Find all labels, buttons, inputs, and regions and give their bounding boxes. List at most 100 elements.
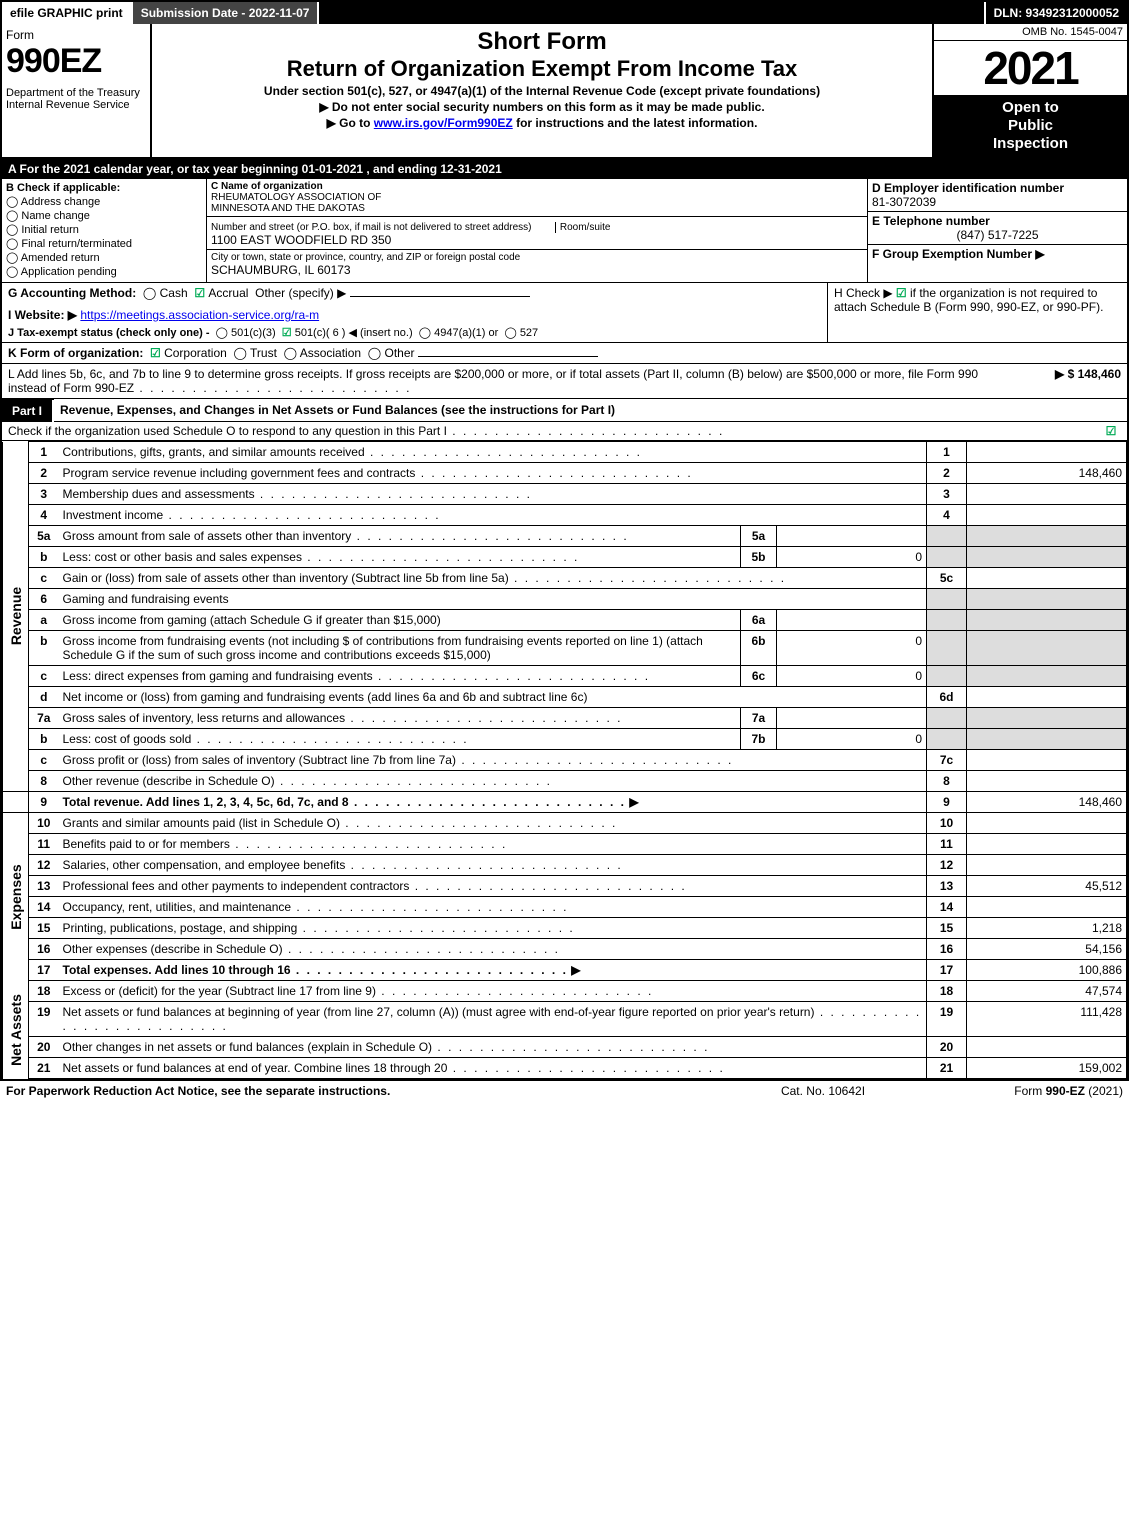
line-7c: c Gross profit or (loss) from sales of i… bbox=[3, 750, 1127, 771]
l21-amt: 159,002 bbox=[967, 1058, 1127, 1079]
line-18: Net Assets 18 Excess or (deficit) for th… bbox=[3, 981, 1127, 1002]
tax-year: 2021 bbox=[934, 41, 1127, 95]
box-b: B Check if applicable: Address change Na… bbox=[2, 179, 207, 282]
side-revenue: Revenue bbox=[3, 442, 29, 792]
j-527[interactable]: 527 bbox=[504, 327, 538, 339]
k-other[interactable]: Other bbox=[368, 346, 415, 360]
l1-amt bbox=[967, 442, 1127, 463]
l18-num: 18 bbox=[29, 981, 59, 1002]
k-trust[interactable]: Trust bbox=[233, 346, 276, 360]
l18-ln: 18 bbox=[927, 981, 967, 1002]
chk-application-pending[interactable]: Application pending bbox=[6, 265, 202, 278]
phone-row: E Telephone number (847) 517-7225 bbox=[868, 212, 1127, 245]
group-exemption-label: F Group Exemption Number ▶ bbox=[872, 247, 1045, 261]
org-name-2: MINNESOTA AND THE DAKOTAS bbox=[211, 203, 863, 214]
l15-ln: 15 bbox=[927, 918, 967, 939]
topbar-spacer bbox=[319, 2, 985, 24]
j-501c3[interactable]: 501(c)(3) bbox=[216, 327, 276, 339]
j-4947[interactable]: 4947(a)(1) or bbox=[419, 327, 499, 339]
header-center: Short Form Return of Organization Exempt… bbox=[152, 24, 932, 157]
l2-desc: Program service revenue including govern… bbox=[59, 463, 927, 484]
side-expenses: Expenses bbox=[3, 813, 29, 981]
chk-initial-return[interactable]: Initial return bbox=[6, 223, 202, 236]
l7c-num: c bbox=[29, 750, 59, 771]
l14-num: 14 bbox=[29, 897, 59, 918]
goto-link-line: ▶ Go to www.irs.gov/Form990EZ for instru… bbox=[158, 116, 926, 130]
submission-date: Submission Date - 2022-11-07 bbox=[133, 2, 320, 24]
street-value: 1100 EAST WOODFIELD RD 350 bbox=[211, 233, 863, 247]
line-13: 13 Professional fees and other payments … bbox=[3, 876, 1127, 897]
g-cash[interactable]: Cash bbox=[143, 286, 188, 300]
g-other-blank[interactable] bbox=[350, 296, 530, 297]
l17-ln: 17 bbox=[927, 960, 967, 981]
ein-row: D Employer identification number 81-3072… bbox=[868, 179, 1127, 212]
line-10: Expenses 10 Grants and similar amounts p… bbox=[3, 813, 1127, 834]
open-to-public: Open to Public Inspection bbox=[934, 95, 1127, 157]
part1-table: Revenue 1 Contributions, gifts, grants, … bbox=[2, 441, 1127, 1079]
chk-final-return[interactable]: Final return/terminated bbox=[6, 237, 202, 250]
l6c-ln bbox=[927, 666, 967, 687]
chk-amended-return[interactable]: Amended return bbox=[6, 251, 202, 264]
line-9: 9 Total revenue. Add lines 1, 2, 3, 4, 5… bbox=[3, 792, 1127, 813]
street-label: Number and street (or P.O. box, if mail … bbox=[211, 222, 532, 233]
l6c-num: c bbox=[29, 666, 59, 687]
l-text: L Add lines 5b, 6c, and 7b to line 9 to … bbox=[8, 367, 981, 395]
l12-num: 12 bbox=[29, 855, 59, 876]
k-corporation[interactable]: Corporation bbox=[150, 346, 227, 360]
department: Department of the Treasury Internal Reve… bbox=[6, 87, 146, 111]
l20-desc: Other changes in net assets or fund bala… bbox=[59, 1037, 927, 1058]
line-1: Revenue 1 Contributions, gifts, grants, … bbox=[3, 442, 1127, 463]
g-accrual[interactable]: Accrual bbox=[194, 286, 248, 300]
h-check[interactable] bbox=[896, 286, 910, 300]
line-3: 3 Membership dues and assessments 3 bbox=[3, 484, 1127, 505]
line-21: 21 Net assets or fund balances at end of… bbox=[3, 1058, 1127, 1079]
l8-amt bbox=[967, 771, 1127, 792]
line-5a: 5a Gross amount from sale of assets othe… bbox=[3, 526, 1127, 547]
l3-amt bbox=[967, 484, 1127, 505]
line-6b: b Gross income from fundraising events (… bbox=[3, 631, 1127, 666]
l5b-desc: Less: cost or other basis and sales expe… bbox=[59, 547, 741, 568]
l7a-sn: 7a bbox=[741, 708, 777, 729]
room-suite-label: Room/suite bbox=[555, 222, 611, 233]
efile-print[interactable]: efile GRAPHIC print bbox=[2, 2, 133, 24]
k-other-blank[interactable] bbox=[418, 356, 598, 357]
website-link[interactable]: https://meetings.association-service.org… bbox=[80, 308, 319, 322]
footer-right-post: (2021) bbox=[1085, 1084, 1123, 1098]
l5b-amt bbox=[967, 547, 1127, 568]
l20-ln: 20 bbox=[927, 1037, 967, 1058]
line-5b: b Less: cost or other basis and sales ex… bbox=[3, 547, 1127, 568]
l3-ln: 3 bbox=[927, 484, 967, 505]
l11-desc: Benefits paid to or for members bbox=[59, 834, 927, 855]
l5c-desc: Gain or (loss) from sale of assets other… bbox=[59, 568, 927, 589]
g-other[interactable]: Other (specify) ▶ bbox=[255, 286, 346, 300]
chk-address-change[interactable]: Address change bbox=[6, 195, 202, 208]
l10-amt bbox=[967, 813, 1127, 834]
i-label: I Website: ▶ bbox=[8, 308, 77, 322]
line-12: 12 Salaries, other compensation, and emp… bbox=[3, 855, 1127, 876]
part1-header: Part I Revenue, Expenses, and Changes in… bbox=[2, 399, 1127, 422]
l6c-sv: 0 bbox=[777, 666, 927, 687]
under-section: Under section 501(c), 527, or 4947(a)(1)… bbox=[158, 84, 926, 98]
l7b-desc: Less: cost of goods sold bbox=[59, 729, 741, 750]
l6b-desc: Gross income from fundraising events (no… bbox=[59, 631, 741, 666]
l13-ln: 13 bbox=[927, 876, 967, 897]
l6c-amt bbox=[967, 666, 1127, 687]
l5a-ln bbox=[927, 526, 967, 547]
irs-link[interactable]: www.irs.gov/Form990EZ bbox=[374, 116, 513, 130]
chk-name-change[interactable]: Name change bbox=[6, 209, 202, 222]
line-20: 20 Other changes in net assets or fund b… bbox=[3, 1037, 1127, 1058]
l7a-sv bbox=[777, 708, 927, 729]
schedule-o-checkbox[interactable] bbox=[1101, 424, 1121, 438]
l2-amt: 148,460 bbox=[967, 463, 1127, 484]
k-association[interactable]: Association bbox=[284, 346, 361, 360]
l12-amt bbox=[967, 855, 1127, 876]
l5a-sv bbox=[777, 526, 927, 547]
footer-right: Form 990-EZ (2021) bbox=[923, 1084, 1123, 1098]
l6a-sv bbox=[777, 610, 927, 631]
schedule-o-check-line: Check if the organization used Schedule … bbox=[2, 422, 1127, 441]
j-501c[interactable]: 501(c)( 6 ) bbox=[282, 327, 346, 339]
l19-num: 19 bbox=[29, 1002, 59, 1037]
dln: DLN: 93492312000052 bbox=[986, 2, 1127, 24]
l13-num: 13 bbox=[29, 876, 59, 897]
ssn-warning: ▶ Do not enter social security numbers o… bbox=[158, 100, 926, 114]
